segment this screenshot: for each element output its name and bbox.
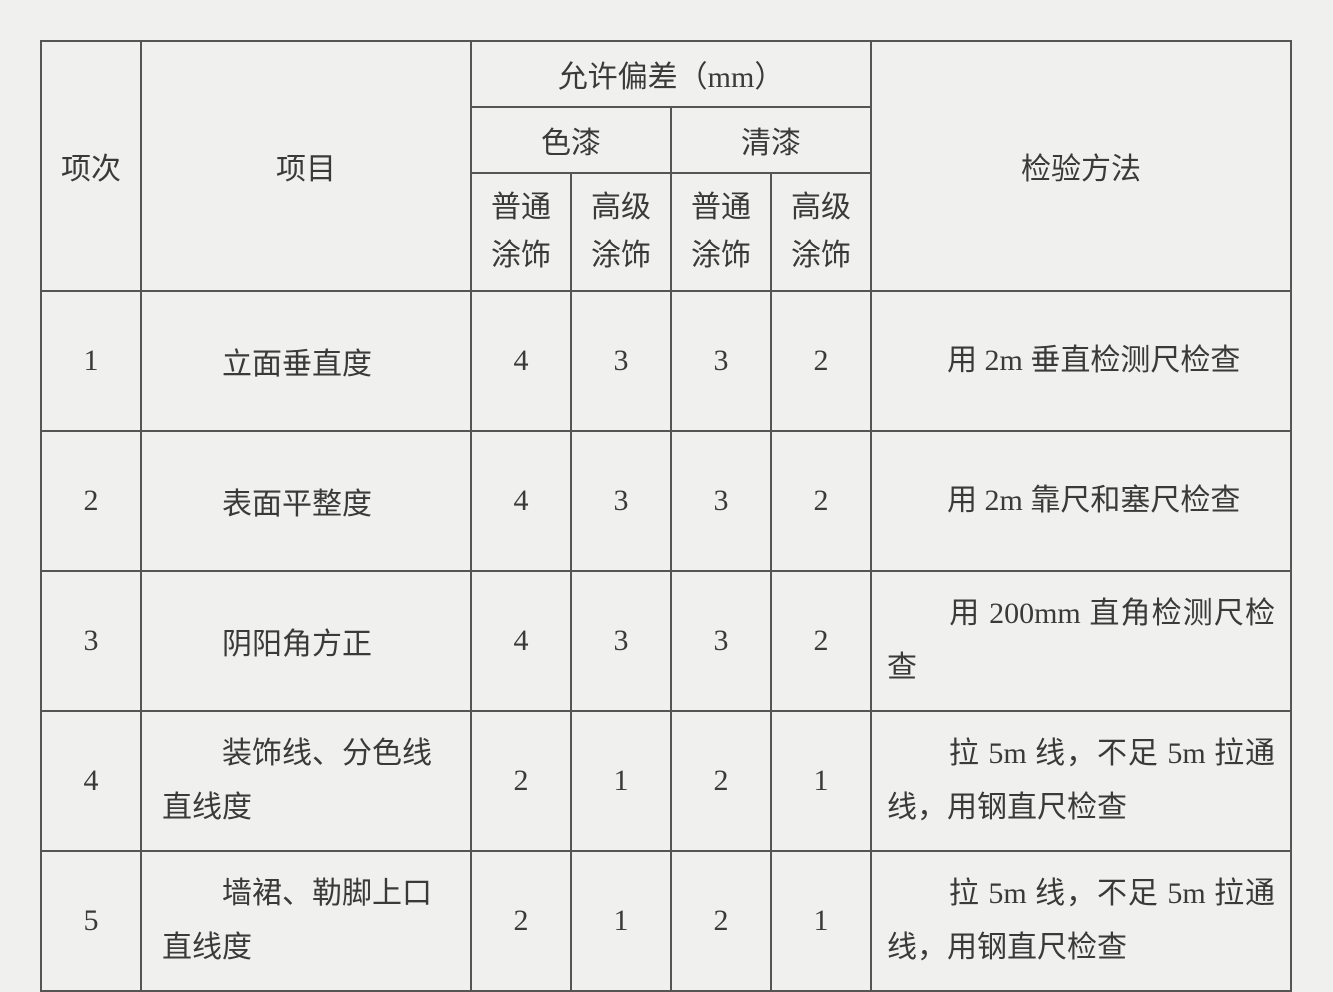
row-value: 2 — [471, 711, 571, 851]
row-value: 2 — [671, 711, 771, 851]
row-value: 2 — [771, 571, 871, 711]
row-value: 4 — [471, 431, 571, 571]
row-value: 2 — [771, 431, 871, 571]
row-method: 用 2m 垂直检测尺检查 — [871, 291, 1291, 431]
row-value: 2 — [771, 291, 871, 431]
table-row: 2表面平整度4332 用 2m 靠尺和塞尺检查 — [41, 431, 1291, 571]
header-grade-p2g1: 普通涂饰 — [671, 173, 771, 291]
row-item: 立面垂直度 — [141, 291, 471, 431]
table-row: 1立面垂直度4332 用 2m 垂直检测尺检查 — [41, 291, 1291, 431]
row-value: 3 — [671, 431, 771, 571]
table-body: 1立面垂直度4332 用 2m 垂直检测尺检查2表面平整度4332 用 2m 靠… — [41, 291, 1291, 991]
row-value: 1 — [771, 851, 871, 991]
table-row: 5 墙裙、勒脚上口直线度2121 拉 5m 线，不足 5m 拉通线，用钢直尺检查 — [41, 851, 1291, 991]
header-item: 项目 — [141, 41, 471, 291]
row-value: 1 — [771, 711, 871, 851]
header-tolerance: 允许偏差（mm） — [471, 41, 871, 107]
row-item: 表面平整度 — [141, 431, 471, 571]
header-grade-p1g2: 高级涂饰 — [571, 173, 671, 291]
header-paint2: 清漆 — [671, 107, 871, 173]
row-number: 5 — [41, 851, 141, 991]
row-number: 3 — [41, 571, 141, 711]
row-item: 墙裙、勒脚上口直线度 — [141, 851, 471, 991]
row-value: 3 — [671, 291, 771, 431]
table-row: 4 装饰线、分色线直线度2121 拉 5m 线，不足 5m 拉通线，用钢直尺检查 — [41, 711, 1291, 851]
header-num: 项次 — [41, 41, 141, 291]
row-number: 4 — [41, 711, 141, 851]
row-value: 4 — [471, 571, 571, 711]
row-value: 3 — [571, 291, 671, 431]
header-grade-p2g2: 高级涂饰 — [771, 173, 871, 291]
header-method: 检验方法 — [871, 41, 1291, 291]
row-item: 阴阳角方正 — [141, 571, 471, 711]
row-method: 用 2m 靠尺和塞尺检查 — [871, 431, 1291, 571]
table-row: 3阴阳角方正4332 用 200mm 直角检测尺检查 — [41, 571, 1291, 711]
row-number: 1 — [41, 291, 141, 431]
header-paint1: 色漆 — [471, 107, 671, 173]
row-method: 拉 5m 线，不足 5m 拉通线，用钢直尺检查 — [871, 851, 1291, 991]
row-number: 2 — [41, 431, 141, 571]
header-grade-p1g1: 普通涂饰 — [471, 173, 571, 291]
row-value: 1 — [571, 711, 671, 851]
row-method: 拉 5m 线，不足 5m 拉通线，用钢直尺检查 — [871, 711, 1291, 851]
row-value: 2 — [671, 851, 771, 991]
row-item: 装饰线、分色线直线度 — [141, 711, 471, 851]
row-value: 3 — [671, 571, 771, 711]
row-value: 1 — [571, 851, 671, 991]
row-value: 2 — [471, 851, 571, 991]
row-method: 用 200mm 直角检测尺检查 — [871, 571, 1291, 711]
row-value: 3 — [571, 571, 671, 711]
row-value: 3 — [571, 431, 671, 571]
tolerance-table: 项次 项目 允许偏差（mm） 检验方法 色漆 清漆 普通涂饰 高级涂饰 普通涂饰… — [40, 40, 1292, 992]
row-value: 4 — [471, 291, 571, 431]
